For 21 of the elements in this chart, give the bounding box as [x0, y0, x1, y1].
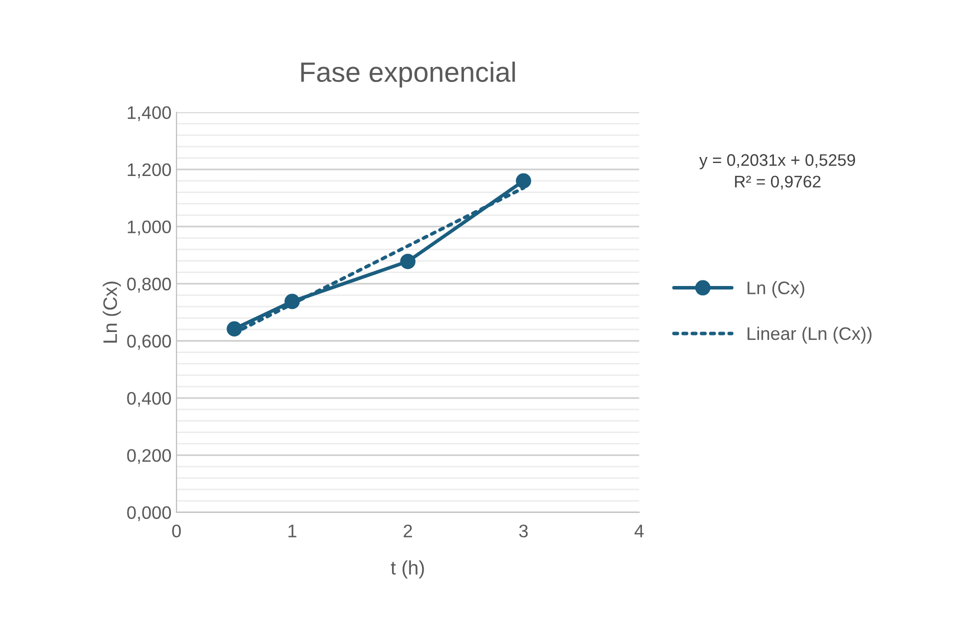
legend-label: Ln (Cx): [748, 281, 804, 298]
y-tick-label: 0,200: [127, 449, 171, 464]
legend-label: Linear (Ln (Cx)): [748, 326, 872, 344]
y-tick-label: 0,800: [127, 278, 171, 293]
y-tick-label: 0,400: [127, 392, 171, 407]
x-tick-label: 3: [519, 524, 528, 538]
x-tick-label: 0: [172, 524, 181, 538]
point: [516, 173, 532, 189]
x-axis-title: t (h): [390, 560, 424, 579]
x-tick-label: 2: [404, 524, 412, 538]
y-tick-label: 0,000: [127, 506, 171, 522]
y-tick-label: 1,400: [128, 106, 171, 122]
y-axis-title: Ln (Cx): [102, 282, 121, 343]
point: [400, 254, 416, 270]
chart-title: Fase exponencial: [301, 62, 515, 88]
x-tick-label: 4: [634, 524, 644, 538]
text: y = 0,2031x + 0,5259 R² = 0,9762: [699, 154, 856, 190]
y-tick-label: 1,000: [128, 220, 171, 236]
y-tick-label: 1,200: [128, 163, 171, 178]
x-tick-label: 1: [288, 524, 296, 538]
y-tick-label: 0,600: [127, 334, 171, 350]
